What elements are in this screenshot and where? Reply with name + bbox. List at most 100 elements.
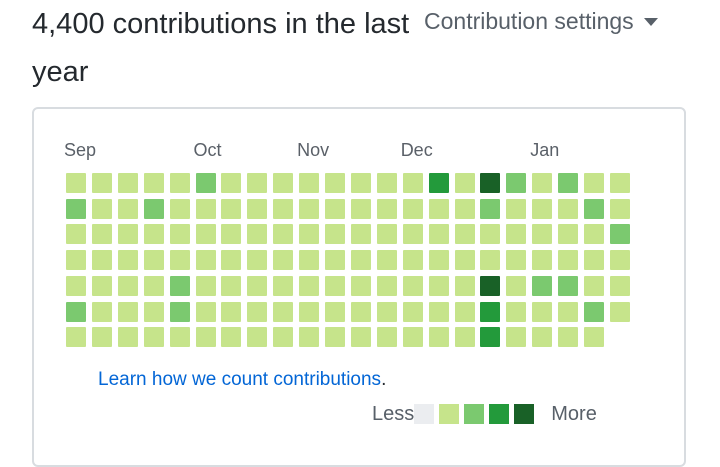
contribution-day-cell[interactable]	[532, 327, 553, 348]
contribution-day-cell[interactable]	[143, 327, 164, 348]
contribution-day-cell[interactable]	[221, 301, 242, 322]
contribution-day-cell[interactable]	[584, 301, 604, 322]
contribution-day-cell[interactable]	[91, 301, 112, 322]
contribution-day-cell[interactable]	[221, 275, 242, 296]
contribution-day-cell[interactable]	[247, 173, 268, 193]
contribution-day-cell[interactable]	[376, 173, 397, 193]
contribution-day-cell[interactable]	[221, 224, 242, 245]
contribution-day-cell[interactable]	[273, 327, 294, 348]
contribution-day-cell[interactable]	[91, 224, 112, 245]
contribution-day-cell[interactable]	[376, 198, 397, 219]
contribution-day-cell[interactable]	[66, 327, 86, 348]
contribution-day-cell[interactable]	[143, 173, 164, 193]
contribution-day-cell[interactable]	[143, 198, 164, 219]
contribution-day-cell[interactable]	[247, 327, 268, 348]
contribution-day-cell[interactable]	[299, 301, 320, 322]
contribution-day-cell[interactable]	[532, 198, 553, 219]
contribution-day-cell[interactable]	[169, 250, 190, 271]
contribution-day-cell[interactable]	[325, 250, 345, 271]
contribution-day-cell[interactable]	[117, 275, 138, 296]
contribution-day-cell[interactable]	[558, 301, 579, 322]
contribution-day-cell[interactable]	[66, 275, 86, 296]
contribution-day-cell[interactable]	[428, 173, 449, 193]
contribution-day-cell[interactable]	[376, 327, 397, 348]
contribution-day-cell[interactable]	[273, 301, 294, 322]
contribution-day-cell[interactable]	[350, 250, 371, 271]
contribution-day-cell[interactable]	[91, 327, 112, 348]
contribution-day-cell[interactable]	[584, 224, 604, 245]
contribution-day-cell[interactable]	[273, 198, 294, 219]
contribution-day-cell[interactable]	[609, 198, 630, 219]
contribution-day-cell[interactable]	[402, 250, 423, 271]
contribution-day-cell[interactable]	[506, 224, 527, 245]
learn-link-text[interactable]: Learn how we count contributions	[98, 369, 382, 390]
contribution-day-cell[interactable]	[454, 327, 475, 348]
contribution-day-cell[interactable]	[428, 327, 449, 348]
contribution-day-cell[interactable]	[143, 224, 164, 245]
contribution-day-cell[interactable]	[584, 327, 604, 348]
contribution-day-cell[interactable]	[169, 275, 190, 296]
contribution-day-cell[interactable]	[247, 275, 268, 296]
contribution-day-cell[interactable]	[143, 275, 164, 296]
contribution-day-cell[interactable]	[350, 275, 371, 296]
contribution-day-cell[interactable]	[584, 275, 604, 296]
contribution-day-cell[interactable]	[480, 250, 501, 271]
contribution-day-cell[interactable]	[609, 224, 630, 245]
contribution-day-cell[interactable]	[117, 250, 138, 271]
contribution-day-cell[interactable]	[584, 173, 604, 193]
contribution-day-cell[interactable]	[532, 275, 553, 296]
contribution-day-cell[interactable]	[428, 275, 449, 296]
contribution-day-cell[interactable]	[480, 198, 501, 219]
contribution-day-cell[interactable]	[221, 173, 242, 193]
contribution-day-cell[interactable]	[506, 198, 527, 219]
contribution-day-cell[interactable]	[169, 173, 190, 193]
contribution-day-cell[interactable]	[506, 173, 527, 193]
contribution-day-cell[interactable]	[532, 250, 553, 271]
contribution-day-cell[interactable]	[325, 327, 345, 348]
contribution-day-cell[interactable]	[273, 224, 294, 245]
contribution-day-cell[interactable]	[350, 198, 371, 219]
contribution-day-cell[interactable]	[558, 250, 579, 271]
contribution-day-cell[interactable]	[454, 275, 475, 296]
contribution-day-cell[interactable]	[195, 275, 216, 296]
contribution-day-cell[interactable]	[558, 198, 579, 219]
contribution-day-cell[interactable]	[558, 173, 579, 193]
contribution-day-cell[interactable]	[247, 198, 268, 219]
contribution-day-cell[interactable]	[299, 275, 320, 296]
contribution-day-cell[interactable]	[609, 301, 630, 322]
contribution-day-cell[interactable]	[609, 275, 630, 296]
contribution-day-cell[interactable]	[350, 173, 371, 193]
contribution-day-cell[interactable]	[532, 173, 553, 193]
contribution-day-cell[interactable]	[506, 327, 527, 348]
contribution-day-cell[interactable]	[195, 198, 216, 219]
contribution-day-cell[interactable]	[454, 250, 475, 271]
contribution-day-cell[interactable]	[350, 301, 371, 322]
contribution-day-cell[interactable]	[376, 250, 397, 271]
contribution-day-cell[interactable]	[221, 198, 242, 219]
contribution-day-cell[interactable]	[480, 301, 501, 322]
contribution-day-cell[interactable]	[117, 173, 138, 193]
contribution-day-cell[interactable]	[376, 275, 397, 296]
contribution-day-cell[interactable]	[299, 224, 320, 245]
contribution-day-cell[interactable]	[558, 224, 579, 245]
contribution-day-cell[interactable]	[221, 327, 242, 348]
contribution-day-cell[interactable]	[169, 301, 190, 322]
contribution-day-cell[interactable]	[454, 173, 475, 193]
contribution-day-cell[interactable]	[350, 224, 371, 245]
contribution-day-cell[interactable]	[325, 301, 345, 322]
contribution-day-cell[interactable]	[169, 224, 190, 245]
contribution-day-cell[interactable]	[91, 250, 112, 271]
contribution-day-cell[interactable]	[117, 198, 138, 219]
contribution-day-cell[interactable]	[584, 250, 604, 271]
contribution-settings-dropdown[interactable]: Contribution settings	[424, 4, 658, 38]
contribution-day-cell[interactable]	[91, 275, 112, 296]
contribution-day-cell[interactable]	[454, 198, 475, 219]
contribution-day-cell[interactable]	[480, 327, 501, 348]
contribution-day-cell[interactable]	[247, 224, 268, 245]
contribution-day-cell[interactable]	[402, 173, 423, 193]
contribution-day-cell[interactable]	[299, 173, 320, 193]
contribution-day-cell[interactable]	[402, 301, 423, 322]
contribution-day-cell[interactable]	[558, 327, 579, 348]
contribution-day-cell[interactable]	[91, 173, 112, 193]
contribution-day-cell[interactable]	[325, 198, 345, 219]
